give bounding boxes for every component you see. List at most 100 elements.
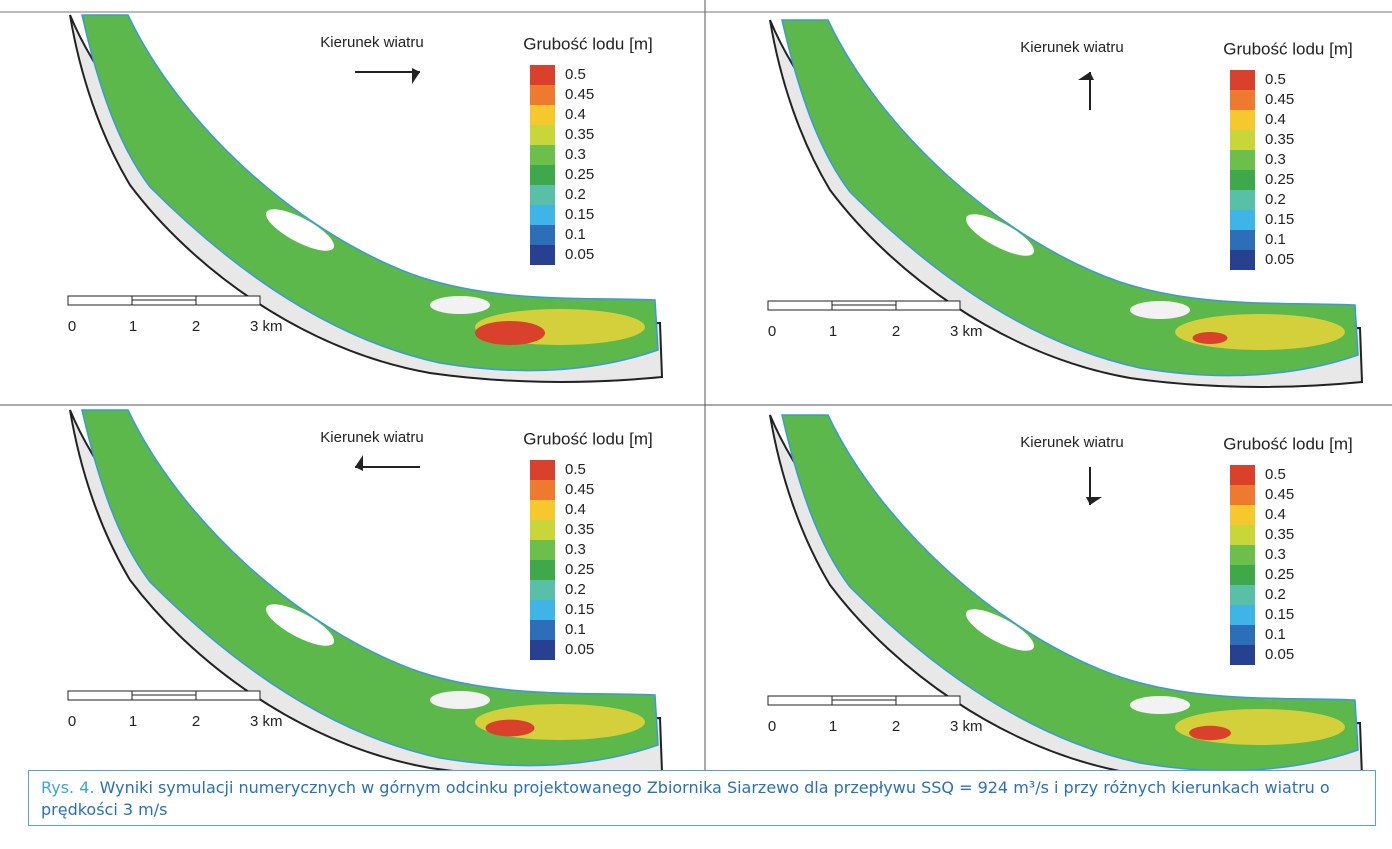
scale-label: 1	[129, 713, 137, 730]
legend-swatch	[1230, 505, 1255, 525]
island	[265, 209, 335, 251]
legend-label: 0.3	[565, 541, 586, 558]
wind-label: Kierunek wiatru	[320, 34, 423, 51]
legend-label: 0.5	[1265, 466, 1286, 483]
legend-label: 0.4	[1265, 506, 1286, 523]
legend-label: 0.45	[565, 481, 594, 498]
scale-label: 3 km	[250, 318, 283, 335]
legend-label: 0.25	[565, 166, 594, 183]
arrow-head	[1086, 497, 1102, 505]
figure-caption: Rys. 4. Wyniki symulacji numerycznych w …	[28, 770, 1376, 826]
panel: Kierunek wiatru Grubość lodu [m] 0.5 0.45 0.…	[767, 414, 1364, 783]
legend-label: 0.35	[565, 126, 594, 143]
legend-label: 0.05	[565, 641, 594, 658]
island	[1130, 696, 1190, 714]
legend-label: 0.05	[1265, 646, 1294, 663]
legend-swatch	[530, 560, 555, 580]
scale-label: 3 km	[950, 718, 983, 735]
caption-text: Wyniki symulacji numerycznych w górnym o…	[41, 778, 1330, 819]
legend-label: 0.4	[565, 501, 586, 518]
legend-swatch	[530, 245, 555, 265]
scale-label: 2	[192, 318, 200, 335]
legend-swatch	[530, 540, 555, 560]
ice-thick	[1175, 314, 1345, 350]
legend-label: 0.05	[1265, 251, 1294, 268]
scale-label: 0	[68, 318, 76, 335]
legend-swatch	[1230, 545, 1255, 565]
legend-swatch	[1230, 90, 1255, 110]
legend-swatch	[1230, 130, 1255, 150]
legend-swatch	[530, 105, 555, 125]
legend-swatch	[1230, 70, 1255, 90]
wind-label: Kierunek wiatru	[1020, 434, 1123, 451]
scale-label: 3 km	[250, 713, 283, 730]
scale-label: 0	[768, 718, 776, 735]
legend-swatch	[1230, 525, 1255, 545]
island	[430, 691, 490, 709]
panel: Kierunek wiatru Grubość lodu [m] 0.5 0.45 0.…	[67, 14, 664, 383]
ice-max	[1192, 332, 1228, 344]
island	[965, 609, 1035, 651]
legend-swatch	[1230, 605, 1255, 625]
legend-swatch	[1230, 190, 1255, 210]
ice-max	[475, 321, 545, 345]
legend-label: 0.5	[1265, 71, 1286, 88]
legend-label: 0.4	[1265, 111, 1286, 128]
legend-label: 0.25	[1265, 566, 1294, 583]
legend-label: 0.05	[565, 246, 594, 263]
legend-label: 0.2	[565, 186, 586, 203]
wind-label: Kierunek wiatru	[320, 429, 423, 446]
legend-swatch	[1230, 485, 1255, 505]
legend-swatch	[530, 520, 555, 540]
legend-label: 0.35	[1265, 526, 1294, 543]
legend-swatch	[530, 65, 555, 85]
island	[430, 296, 490, 314]
legend-swatch	[530, 85, 555, 105]
ice-max	[1189, 725, 1231, 741]
scale-label: 0	[768, 323, 776, 340]
legend-swatch	[530, 600, 555, 620]
legend-swatch	[530, 145, 555, 165]
caption-label: Rys. 4.	[41, 778, 95, 797]
legend-swatch	[1230, 565, 1255, 585]
legend-title: Grubość lodu [m]	[523, 34, 652, 53]
legend-label: 0.3	[565, 146, 586, 163]
legend-label: 0.3	[1265, 151, 1286, 168]
legend-label: 0.25	[565, 561, 594, 578]
legend-label: 0.1	[1265, 626, 1286, 643]
legend-label: 0.45	[1265, 91, 1294, 108]
legend-label: 0.35	[1265, 131, 1294, 148]
scale-label: 1	[129, 318, 137, 335]
legend-swatch	[1230, 645, 1255, 665]
scale-label: 2	[892, 718, 900, 735]
wind-label: Kierunek wiatru	[1020, 39, 1123, 56]
legend-swatch	[530, 185, 555, 205]
legend-label: 0.25	[1265, 171, 1294, 188]
scale-label: 3 km	[950, 323, 983, 340]
arrow-head	[355, 455, 363, 471]
legend-label: 0.15	[565, 206, 594, 223]
legend-swatch	[1230, 250, 1255, 270]
legend-title: Grubość lodu [m]	[523, 429, 652, 448]
legend-swatch	[530, 500, 555, 520]
island	[1130, 301, 1190, 319]
legend-swatch	[1230, 210, 1255, 230]
legend-swatch	[1230, 585, 1255, 605]
legend-swatch	[530, 205, 555, 225]
island	[965, 214, 1035, 256]
legend-swatch	[530, 125, 555, 145]
legend-swatch	[1230, 625, 1255, 645]
legend-label: 0.35	[565, 521, 594, 538]
scale-label: 2	[892, 323, 900, 340]
legend-label: 0.15	[565, 601, 594, 618]
legend-label: 0.1	[565, 621, 586, 638]
legend-swatch	[1230, 150, 1255, 170]
legend-label: 0.2	[1265, 586, 1286, 603]
legend-label: 0.1	[565, 226, 586, 243]
legend-label: 0.15	[1265, 606, 1294, 623]
legend-swatch	[1230, 170, 1255, 190]
legend-title: Grubość lodu [m]	[1223, 39, 1352, 58]
legend-swatch	[530, 225, 555, 245]
